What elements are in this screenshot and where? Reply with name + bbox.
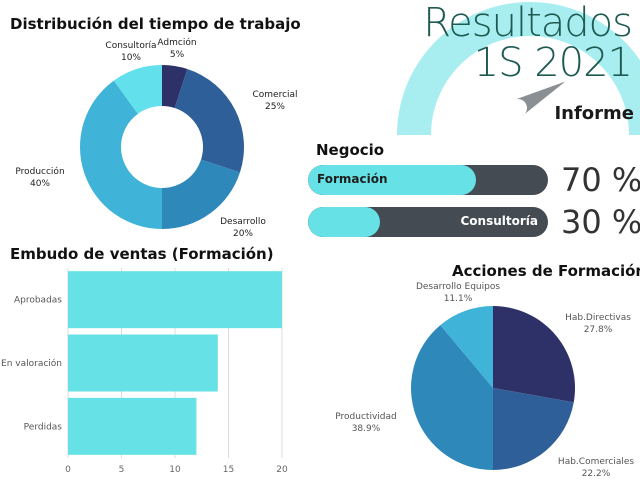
- negocio-formacion-percent: 70 %: [561, 161, 640, 199]
- donut-produccion-label: Producción: [15, 166, 64, 177]
- acciones-hab-comerciales-value-label: 22.2%: [582, 469, 611, 479]
- acciones-productividad-label: Productividad: [335, 412, 396, 422]
- negocio-bar-consultoria-label: Consultoría: [460, 214, 538, 228]
- negocio-bar-formacion: Formación: [308, 165, 548, 195]
- acciones-slice-productividad: [411, 325, 493, 470]
- negocio-title: Negocio: [316, 141, 385, 159]
- donut-admcion-label: Admción: [157, 37, 196, 48]
- report-title: Resultados: [423, 0, 633, 46]
- acciones-hab-directivas-value-label: 27.8%: [584, 325, 613, 335]
- funnel-bar-perdidas: [68, 397, 197, 455]
- donut-consultoria-value-label: 10%: [121, 53, 141, 63]
- funnel-chart-title: Embudo de ventas (Formación): [10, 245, 274, 263]
- donut-slice-produccion: [80, 80, 162, 229]
- funnel-bar-aprobadas: [68, 271, 282, 329]
- report-period: 1S 2021: [473, 40, 633, 86]
- gauge-needle: [513, 81, 566, 116]
- acciones-productividad-value-label: 38.9%: [352, 424, 381, 434]
- report-subtitle: Informe: [554, 103, 634, 124]
- funnel-category-label: Perdidas: [24, 422, 63, 432]
- acciones-chart-title: Acciones de Formación: [452, 262, 640, 280]
- donut-slice-comercial: [174, 69, 244, 173]
- donut-comercial-label: Comercial: [252, 90, 297, 100]
- donut-consultoria-label: Consultoría: [105, 41, 156, 51]
- acciones-hab-comerciales-label: Hab.Comerciales: [558, 457, 634, 467]
- acciones-desarrollo-equipos-label: Desarrollo Equipos: [416, 282, 500, 292]
- acciones-slice-desarrollo-equipos: [440, 306, 493, 388]
- acciones-desarrollo-equipos-value-label: 11.1%: [444, 294, 473, 304]
- funnel-category-label: En valoración: [1, 358, 62, 369]
- negocio-bar-consultoria: Consultoría: [308, 207, 548, 237]
- funnel-x-tick-label: 0: [65, 465, 71, 475]
- negocio-bar-formacion-label: Formación: [317, 172, 388, 186]
- acciones-slice-hab-directivas: [493, 306, 575, 403]
- acciones-hab-directivas-label: Hab.Directivas: [565, 313, 631, 323]
- donut-comercial-value-label: 25%: [265, 102, 285, 112]
- funnel-x-tick-label: 15: [223, 465, 234, 475]
- donut-slice-desarrollo: [162, 159, 240, 229]
- funnel-x-tick-label: 20: [276, 465, 288, 475]
- donut-slice-consultoria: [113, 65, 162, 114]
- funnel-bar-en-valoracion: [68, 334, 218, 392]
- negocio-consultoria-percent: 30 %: [561, 203, 640, 241]
- funnel-category-label: Aprobadas: [14, 296, 62, 306]
- donut-slice-admcion: [162, 65, 188, 109]
- negocio-bar-formacion-fill: [308, 165, 476, 195]
- funnel-x-tick-label: 5: [119, 465, 125, 475]
- donut-desarrollo-value-label: 20%: [233, 229, 253, 239]
- donut-admcion-value-label: 5%: [170, 50, 185, 60]
- negocio-bar-consultoria-fill: [308, 207, 380, 237]
- funnel-x-tick-label: 10: [169, 465, 181, 475]
- donut-chart-title: Distribución del tiempo de trabajo: [10, 15, 301, 33]
- donut-produccion-value-label: 40%: [30, 179, 50, 189]
- gauge-arc: [397, 2, 640, 135]
- acciones-slice-hab-comerciales: [493, 388, 574, 470]
- donut-desarrollo-label: Desarrollo: [220, 217, 266, 227]
